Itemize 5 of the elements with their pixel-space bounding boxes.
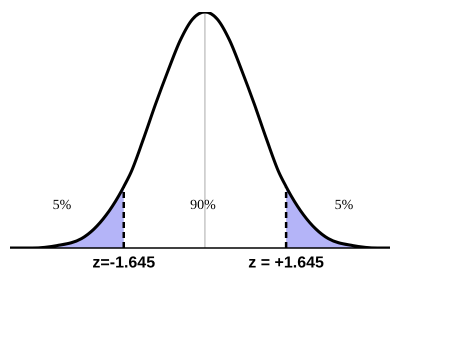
- annotation: 5%: [334, 198, 354, 214]
- annotation: 5%: [52, 198, 72, 214]
- x-tick-label: z=-1.645: [92, 254, 156, 272]
- annotation: 90%: [190, 198, 216, 214]
- x-tick-label: z = +1.645: [248, 254, 324, 272]
